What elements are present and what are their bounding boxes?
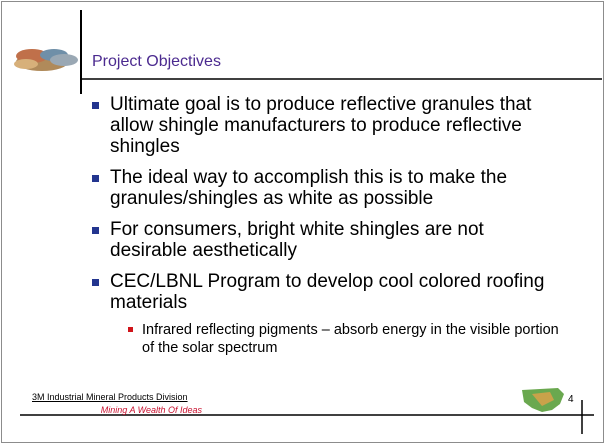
bullet-item: Ultimate goal is to produce reflective g… — [90, 94, 560, 157]
bullet-item: The ideal way to accomplish this is to m… — [90, 167, 560, 209]
bullet-item: For consumers, bright white shingles are… — [90, 219, 560, 261]
slide-title: Project Objectives — [92, 53, 221, 70]
page-number: 4 — [568, 394, 574, 405]
bullet-text: Ultimate goal is to produce reflective g… — [110, 94, 532, 157]
footer-tagline: Mining A Wealth Of Ideas — [100, 405, 202, 415]
bullet-list: Ultimate goal is to produce reflective g… — [90, 94, 560, 367]
footer-division: 3M Industrial Mineral Products Division — [32, 392, 188, 402]
bullet-text: The ideal way to accomplish this is to m… — [110, 167, 508, 209]
granule-icon — [14, 49, 78, 71]
bullet-text: CEC/LBNL Program to develop cool colored… — [110, 271, 545, 313]
us-map-icon — [522, 388, 564, 412]
sub-bullet: Infrared reflecting pigments – absorb en… — [126, 321, 560, 357]
bullet-text: For consumers, bright white shingles are… — [110, 219, 484, 261]
bullet-item: CEC/LBNL Program to develop cool colored… — [90, 271, 560, 357]
